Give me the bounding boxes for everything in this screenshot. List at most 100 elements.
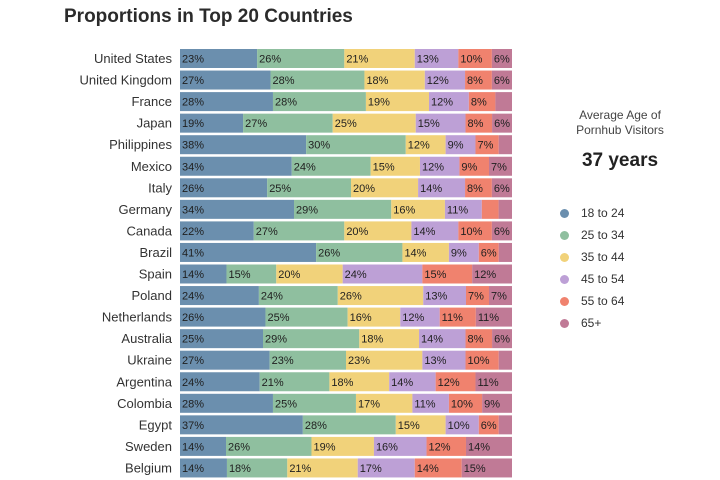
bar-segment bbox=[294, 199, 392, 219]
bar-segment bbox=[180, 393, 273, 413]
bar-segment bbox=[265, 307, 348, 327]
legend-item: 55 to 64 bbox=[560, 290, 624, 312]
bar-segment bbox=[180, 49, 258, 68]
bar-segment bbox=[422, 350, 466, 370]
segment-value-label: 11% bbox=[447, 204, 468, 216]
bar-segment bbox=[329, 372, 390, 392]
bar-segment bbox=[287, 458, 358, 478]
segment-value-label: 12% bbox=[474, 269, 496, 281]
bar-segment bbox=[180, 156, 292, 176]
segment-value-label: 19% bbox=[182, 118, 204, 130]
legend-swatch-icon bbox=[560, 296, 569, 306]
segment-value-label: 9% bbox=[448, 140, 464, 152]
segment-value-label: 6% bbox=[494, 334, 510, 346]
legend-label: 65+ bbox=[581, 316, 602, 330]
bar-segment bbox=[364, 70, 425, 90]
bar-segment bbox=[415, 113, 466, 133]
segment-value-label: 6% bbox=[481, 247, 497, 259]
bar-segment bbox=[351, 178, 419, 198]
bar-segment bbox=[180, 135, 307, 155]
segment-value-label: 24% bbox=[182, 291, 204, 303]
bar-segment bbox=[418, 178, 466, 198]
segment-value-label: 25% bbox=[182, 334, 204, 346]
segment-value-label: 38% bbox=[182, 140, 204, 152]
country-label: Egypt bbox=[139, 417, 173, 432]
bar-segment bbox=[414, 458, 462, 478]
bar-segment bbox=[332, 113, 416, 133]
segment-value-label: 6% bbox=[494, 118, 510, 130]
bar-segment bbox=[180, 242, 317, 262]
bar-segment bbox=[419, 156, 460, 176]
bar-segment bbox=[342, 264, 423, 284]
bar-segment bbox=[465, 70, 492, 90]
bar-segment bbox=[495, 92, 512, 112]
bar-segment bbox=[344, 49, 415, 68]
segment-value-label: 19% bbox=[368, 97, 390, 109]
bar-segment bbox=[491, 178, 512, 198]
bar-segment bbox=[458, 221, 492, 241]
average-age-panel: Average Age of Pornhub Visitors 37 years bbox=[528, 108, 712, 172]
segment-value-label: 7% bbox=[491, 161, 507, 173]
segment-value-label: 27% bbox=[182, 75, 204, 87]
bar-segment bbox=[491, 70, 512, 90]
segment-value-label: 12% bbox=[408, 140, 430, 152]
bar-segment bbox=[389, 372, 436, 392]
segment-value-label: 15% bbox=[398, 420, 420, 432]
bar-segment bbox=[395, 415, 446, 435]
bar-segment bbox=[488, 286, 512, 306]
country-label: Italy bbox=[148, 180, 172, 195]
average-age-label-line2: Pornhub Visitors bbox=[576, 123, 664, 137]
segment-value-label: 34% bbox=[182, 161, 204, 173]
segment-value-label: 10% bbox=[460, 226, 482, 238]
segment-value-label: 18% bbox=[361, 334, 383, 346]
country-label: Brazil bbox=[139, 245, 172, 260]
bar-segment bbox=[180, 458, 227, 478]
segment-value-label: 21% bbox=[289, 463, 311, 475]
segment-value-label: 34% bbox=[182, 204, 204, 216]
segment-value-label: 14% bbox=[182, 441, 204, 453]
segment-value-label: 25% bbox=[267, 312, 289, 324]
country-label: United Kingdom bbox=[80, 73, 173, 88]
bar-segment bbox=[272, 393, 356, 413]
bar-segment bbox=[180, 307, 266, 327]
chart-title: Proportions in Top 20 Countries bbox=[64, 6, 353, 27]
bar-segment bbox=[400, 307, 440, 327]
bar-segment bbox=[465, 329, 493, 349]
legend: 18 to 24 25 to 34 35 to 44 45 to 54 55 to 64… bbox=[560, 202, 624, 334]
segment-value-label: 10% bbox=[448, 420, 470, 432]
segment-value-label: 17% bbox=[360, 463, 382, 475]
bar-segment bbox=[291, 156, 371, 176]
segment-value-label: 15% bbox=[373, 161, 395, 173]
country-label: Australia bbox=[121, 331, 172, 346]
segment-value-label: 29% bbox=[296, 204, 318, 216]
legend-label: 45 to 54 bbox=[581, 272, 625, 286]
country-label: Netherlands bbox=[102, 310, 173, 325]
bar-segment bbox=[180, 372, 260, 392]
segment-value-label: 28% bbox=[182, 97, 204, 109]
country-label: Canada bbox=[126, 223, 172, 238]
segment-value-label: 11% bbox=[477, 377, 498, 389]
legend-label: 18 to 24 bbox=[581, 206, 625, 220]
bar-segment bbox=[481, 199, 499, 219]
legend-item: 45 to 54 bbox=[560, 268, 624, 290]
segment-value-label: 9% bbox=[484, 398, 500, 410]
average-age-value: 37 years bbox=[581, 150, 659, 171]
segment-value-label: 17% bbox=[358, 398, 380, 410]
segment-value-label: 9% bbox=[451, 247, 467, 259]
segment-value-label: 26% bbox=[318, 247, 340, 259]
bar-segment bbox=[498, 135, 512, 155]
segment-value-label: 12% bbox=[438, 377, 460, 389]
bar-segment bbox=[426, 436, 466, 456]
bar-segment bbox=[465, 286, 489, 306]
segment-value-label: 23% bbox=[182, 54, 204, 66]
segment-value-label: 7% bbox=[468, 291, 484, 303]
bar-segment bbox=[429, 92, 469, 112]
bar-segment bbox=[180, 264, 227, 284]
segment-value-label: 18% bbox=[366, 75, 388, 87]
bar-segment bbox=[472, 264, 512, 284]
segment-value-label: 7% bbox=[491, 291, 507, 303]
bar-segment bbox=[316, 242, 403, 262]
segment-value-label: 13% bbox=[425, 291, 447, 303]
segment-value-label: 10% bbox=[451, 398, 473, 410]
bar-segment bbox=[498, 350, 512, 370]
